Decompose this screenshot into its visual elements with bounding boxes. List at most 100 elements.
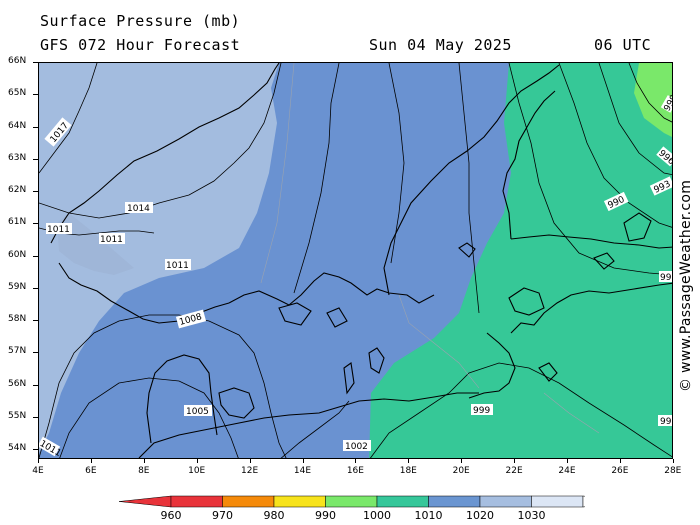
pressure-map-svg: 1017 1014 1011 1011 1011 1008 1005 1002 …: [39, 63, 673, 458]
header-date: Sun 04 May 2025: [369, 36, 512, 54]
lat-label-58N: 58N: [8, 314, 27, 324]
isobar-1011-area: [57, 213, 134, 275]
lon-tick: [514, 459, 516, 463]
colorbar-segment: [376, 495, 429, 508]
lat-tick: [33, 287, 38, 289]
lat-tick: [33, 126, 38, 128]
svg-text:1011: 1011: [47, 225, 70, 235]
colorbar-segment: [428, 495, 481, 508]
svg-text:1011: 1011: [100, 235, 123, 245]
isobar-label-996-b: 996: [659, 271, 673, 283]
lon-label-22E: 22E: [505, 466, 523, 476]
colorbar-label-960: 960: [160, 509, 182, 522]
svg-text:999: 999: [660, 417, 673, 427]
colorbar-segment: [531, 495, 584, 508]
isobar-labels: 1017 1014 1011 1011 1011 1008 1005 1002 …: [39, 93, 673, 458]
isobars: [39, 63, 672, 458]
lon-tick: [143, 459, 145, 463]
lon-label-18E: 18E: [399, 466, 417, 476]
lat-tick: [33, 255, 38, 257]
colorbar-segment: [273, 495, 326, 508]
watermark: © www.PassageWeather.com: [678, 179, 694, 392]
lon-tick: [567, 459, 568, 463]
lat-tick: [33, 416, 38, 418]
lon-tick: [90, 459, 92, 463]
lon-label-28E: 28E: [664, 466, 682, 476]
lon-label-4E: 4E: [32, 466, 44, 476]
isobar-label-1014: 1014: [125, 202, 153, 214]
high-pressure-area: [39, 63, 279, 453]
lat-label-64N: 64N: [8, 120, 27, 131]
colorbar-segment: [479, 495, 532, 508]
lon-tick: [38, 459, 39, 463]
lat-tick: [33, 320, 38, 321]
lon-label-12E: 12E: [241, 466, 259, 476]
header-forecast: GFS 072 Hour Forecast: [40, 36, 241, 54]
lon-label-26E: 26E: [611, 466, 629, 476]
lon-tick: [619, 459, 621, 463]
svg-text:999: 999: [473, 406, 490, 416]
colorbar-arrow-right: [582, 495, 585, 508]
isobar-label-999-b: 999: [658, 415, 673, 427]
lat-label-57N: 57N: [8, 346, 27, 357]
lat-tick: [33, 384, 38, 386]
lat-tick: [33, 191, 38, 192]
isobar-label-1011-b: 1011: [99, 233, 125, 245]
lat-tick: [33, 352, 38, 354]
lat-label-61N: 61N: [8, 217, 27, 228]
isobar-label-1002: 1002: [343, 440, 371, 452]
lat-tick: [33, 62, 38, 63]
lat-label-60N: 60N: [8, 249, 27, 260]
colorbar-label-1010: 1010: [414, 509, 443, 522]
lat-label-55N: 55N: [8, 410, 27, 421]
colorbar-arrow-left: [118, 495, 172, 508]
colorbar-segment: [325, 495, 378, 508]
colorbar-label-990: 990: [315, 509, 336, 522]
lon-tick: [196, 459, 198, 463]
svg-text:999: 999: [663, 93, 673, 113]
lat-tick: [33, 94, 38, 96]
lon-label-8E: 8E: [138, 466, 150, 476]
lon-label-24E: 24E: [558, 466, 576, 476]
colorbar-label-970: 970: [212, 509, 233, 522]
isobar-label-1005: 1005: [184, 405, 212, 417]
lat-tick: [33, 223, 38, 225]
lon-label-20E: 20E: [452, 466, 470, 476]
coastlines: [50, 63, 672, 458]
lon-tick: [355, 459, 357, 463]
lat-tick: [33, 158, 38, 160]
isobar-label-1011-a: 1011: [46, 223, 72, 235]
colorbar-label-1030: 1030: [517, 509, 546, 522]
border-lines: [260, 63, 600, 434]
colorbar-segment: [170, 495, 223, 508]
lon-tick: [672, 459, 674, 463]
lon-tick: [461, 459, 463, 463]
lon-tick: [302, 459, 304, 463]
isobar-label-1011-c: 1011: [165, 259, 191, 271]
colorbar-segment: [222, 495, 275, 508]
isobar-label-999-a: 999: [471, 404, 493, 416]
svg-text:1002: 1002: [345, 442, 368, 452]
pressure-map: 1017 1014 1011 1011 1011 1008 1005 1002 …: [38, 62, 673, 459]
lat-label-62N: 62N: [8, 185, 27, 195]
lon-label-16E: 16E: [346, 466, 364, 476]
lon-tick: [249, 459, 251, 463]
svg-text:1014: 1014: [127, 204, 150, 214]
lon-label-10E: 10E: [188, 466, 206, 476]
lat-label-54N: 54N: [8, 443, 27, 453]
lon-label-14E: 14E: [293, 466, 312, 476]
header-time: 06 UTC: [594, 36, 652, 54]
lat-label-63N: 63N: [8, 152, 27, 163]
colorbar-label-980: 980: [263, 509, 285, 522]
lat-label-65N: 65N: [8, 88, 27, 99]
lat-label-66N: 66N: [8, 56, 27, 66]
svg-text:1005: 1005: [186, 407, 209, 417]
header-title: Surface Pressure (mb): [40, 12, 241, 30]
lon-label-6E: 6E: [85, 466, 97, 476]
lat-tick: [33, 449, 38, 450]
lat-label-56N: 56N: [8, 378, 27, 389]
lat-label-59N: 59N: [8, 281, 27, 292]
deep-low-area: [634, 63, 672, 137]
colorbar-label-1020: 1020: [466, 509, 494, 522]
svg-text:996: 996: [660, 273, 673, 283]
